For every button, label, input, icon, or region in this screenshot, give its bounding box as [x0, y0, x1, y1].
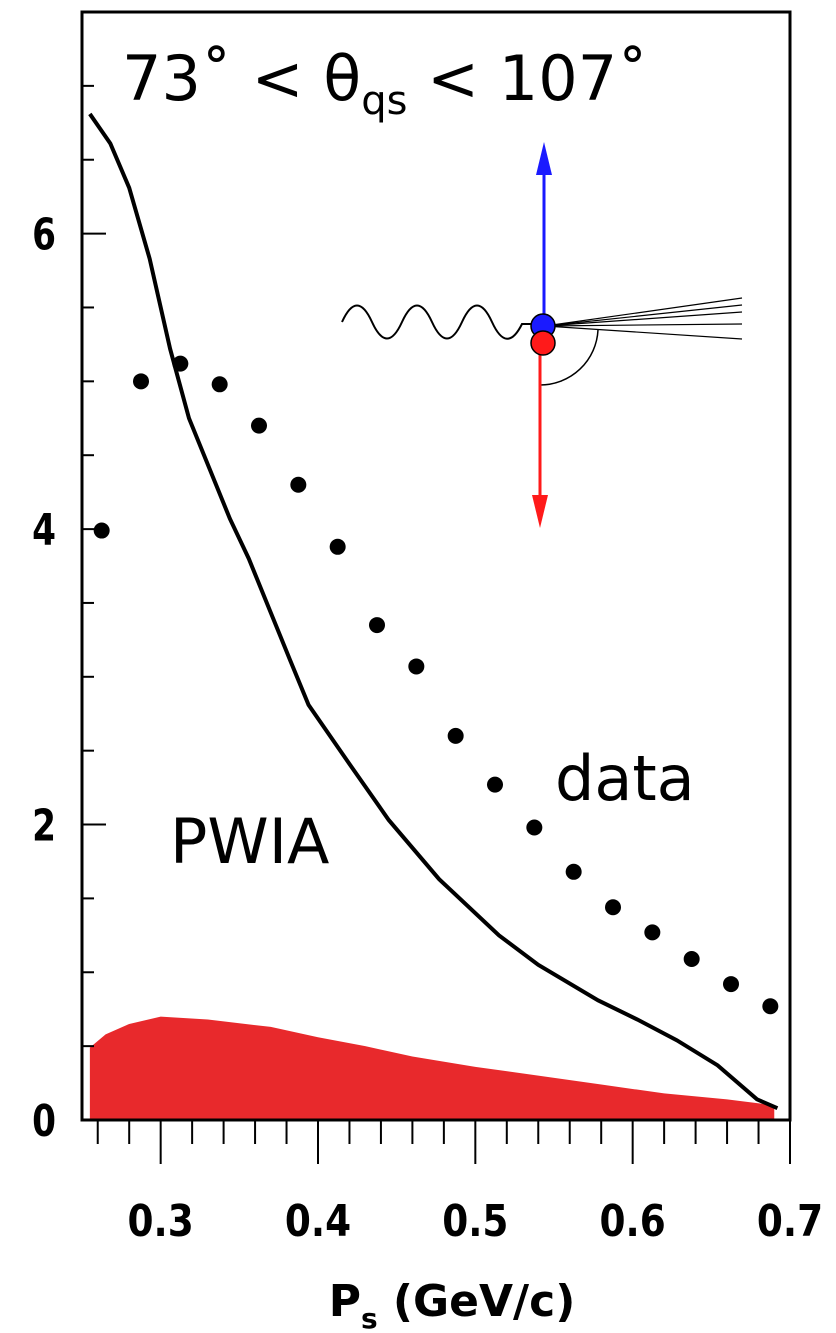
data-point: [762, 998, 779, 1015]
x-tick-label: 0.3: [128, 1195, 194, 1247]
data-point: [211, 376, 228, 393]
y-tick-label: 2: [32, 800, 56, 851]
data-point: [329, 538, 346, 555]
x-tick-label: 0.4: [285, 1195, 351, 1247]
data-point: [644, 924, 661, 941]
data-point: [683, 950, 700, 967]
x-label-subscript: s: [361, 1302, 378, 1333]
jet: [544, 297, 743, 340]
x-axis-label: Ps (GeV/c): [329, 1276, 576, 1333]
y-tick-label: 4: [32, 505, 56, 556]
x-label-main: P: [329, 1276, 361, 1327]
blue-arrowhead: [536, 142, 552, 175]
data-point: [93, 522, 110, 539]
data-point: [133, 373, 149, 390]
x-tick-label: 0.6: [600, 1195, 666, 1247]
data-point: [369, 617, 385, 634]
area: [89, 1016, 775, 1120]
y-tick-label: 0: [32, 1096, 56, 1147]
series-label: data: [555, 742, 695, 815]
title-subscript: qs: [361, 78, 407, 124]
y-tick-label: 6: [32, 209, 56, 260]
data-point: [526, 819, 543, 836]
inset-diagram: [341, 142, 743, 528]
photon: [341, 304, 540, 340]
x-tick-label: 0.7: [757, 1195, 823, 1247]
plot-layer: PWIA data 0 2 4 6 0.3 0.4 0.5 0.6 0.7: [32, 10, 823, 1247]
angle-arc: [539, 329, 599, 386]
data-point: [251, 417, 267, 434]
data-point: [172, 355, 189, 372]
data-point: [605, 899, 621, 916]
data-point: [565, 863, 582, 880]
x-label-end: (GeV/c): [378, 1276, 576, 1327]
data-point: [487, 776, 503, 793]
title-main: 73˚ < θ: [122, 42, 361, 115]
line: [88, 112, 779, 1111]
data-point: [290, 476, 307, 493]
data-point: [408, 658, 425, 675]
title-end: < 107˚: [407, 42, 648, 115]
chart-title: 73˚ < θqs < 107˚: [122, 42, 648, 124]
plot-frame: [80, 10, 792, 1122]
x-tick-label: 0.5: [442, 1195, 508, 1247]
red-nucleon: [530, 330, 556, 356]
data-point: [723, 976, 739, 993]
series-label: PWIA: [170, 805, 329, 878]
red-arrowhead: [532, 495, 548, 528]
data-point: [447, 727, 464, 744]
